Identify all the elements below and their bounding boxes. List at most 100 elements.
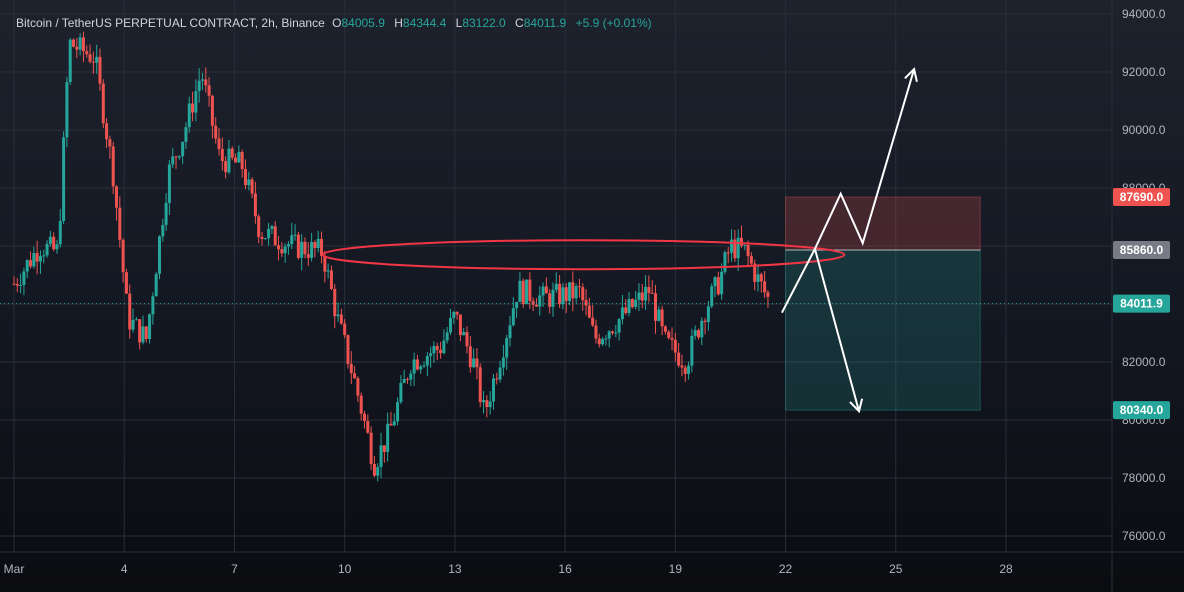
candle-body — [683, 367, 687, 374]
candle-body — [339, 314, 343, 324]
candle-body — [571, 282, 575, 299]
candle-body — [131, 319, 135, 330]
candle-body — [458, 314, 462, 336]
candle-body — [62, 137, 66, 222]
candle-body — [690, 335, 694, 366]
candle-body — [174, 156, 178, 158]
position-zones — [785, 196, 981, 411]
candle-body — [746, 245, 750, 257]
candle-body — [343, 323, 347, 336]
time-tick-label: 4 — [121, 562, 128, 576]
candle-body — [525, 279, 529, 305]
candle-body — [429, 353, 433, 357]
candle-body — [263, 238, 267, 240]
candle-body — [614, 332, 618, 334]
price-tick-label: 92000.0 — [1122, 65, 1166, 79]
time-tick-label: 10 — [338, 562, 352, 576]
candle-body — [290, 235, 294, 245]
candle-body — [29, 260, 33, 267]
candle-body — [723, 252, 727, 272]
candle-body — [336, 314, 340, 317]
candle-body — [680, 365, 684, 368]
candle-body — [448, 317, 452, 333]
candle-body — [227, 148, 231, 173]
candle-body — [452, 312, 456, 318]
candle-body — [154, 273, 158, 297]
price-badges: 87690.0 85860.0 84011.9 80340.0 — [1113, 187, 1170, 420]
candle-body — [250, 179, 254, 194]
candle-body — [326, 270, 330, 272]
open-label: O — [332, 16, 342, 30]
entry-price-badge: 85860.0 — [1120, 243, 1164, 257]
candle-body — [726, 252, 730, 254]
candle-body — [55, 244, 59, 250]
candle-body — [710, 286, 714, 307]
candle-body — [12, 283, 16, 285]
candle-body — [478, 367, 482, 403]
entry-price-badge-bg — [1113, 241, 1170, 260]
candle-body — [465, 332, 469, 347]
candle-body — [558, 283, 562, 305]
candle-body — [184, 127, 188, 142]
candle-body — [739, 237, 743, 246]
candle-body — [763, 281, 767, 293]
candles — [12, 31, 770, 482]
time-tick-label: 28 — [999, 562, 1013, 576]
candle-body — [766, 292, 770, 297]
bullish-scenario-arrow-head — [904, 67, 918, 83]
candle-body — [534, 304, 538, 307]
candle-body — [310, 242, 314, 258]
candle-body — [544, 286, 548, 294]
candle-body — [204, 79, 208, 86]
candle-body — [101, 83, 105, 124]
candle-body — [111, 146, 115, 187]
candle-body — [713, 277, 717, 287]
candle-body — [372, 464, 376, 476]
candle-body — [644, 286, 648, 301]
candle-body — [138, 319, 142, 343]
time-axis[interactable]: Mar 4 7 10 13 16 19 22 25 28 — [4, 562, 1013, 576]
candle-body — [581, 287, 585, 301]
candle-body — [234, 157, 238, 163]
candle-body — [296, 234, 300, 258]
candle-body — [270, 226, 274, 229]
change-value: +5.9 (+0.01%) — [575, 16, 652, 30]
price-axis[interactable]: 94000.092000.090000.088000.086000.084000… — [1122, 7, 1166, 543]
candle-body — [505, 338, 509, 358]
candle-body — [329, 270, 333, 289]
candle-body — [217, 138, 221, 149]
candle-body — [594, 325, 598, 339]
candle-body — [58, 221, 62, 245]
candle-body — [577, 286, 581, 288]
stop-price-badge-bg — [1113, 187, 1170, 206]
candle-body — [587, 305, 591, 318]
candle-body — [68, 39, 72, 83]
candle-body — [663, 326, 667, 332]
candle-body — [237, 152, 241, 163]
target-price-badge: 80340.0 — [1120, 403, 1164, 417]
candle-body — [32, 253, 36, 267]
time-tick-label: Mar — [4, 562, 25, 576]
candle-body — [177, 156, 181, 158]
bearish-scenario-arrow-head — [849, 398, 864, 414]
low-value: 83122.0 — [462, 16, 506, 30]
candle-body — [108, 139, 112, 147]
candle-body — [405, 379, 409, 381]
candle-body — [455, 312, 459, 315]
candle-body — [670, 337, 674, 340]
stop-loss-zone — [785, 196, 981, 251]
candle-body — [300, 241, 304, 258]
candle-body — [634, 299, 638, 307]
candle-body — [425, 356, 429, 366]
candle-body — [253, 193, 257, 217]
candle-body — [181, 141, 185, 157]
candle-body — [574, 286, 578, 299]
candle-body — [323, 255, 327, 272]
candle-body — [379, 445, 383, 467]
candle-body — [171, 156, 175, 165]
candle-body — [369, 432, 373, 465]
candle-body — [511, 308, 515, 326]
candle-body — [273, 226, 277, 246]
